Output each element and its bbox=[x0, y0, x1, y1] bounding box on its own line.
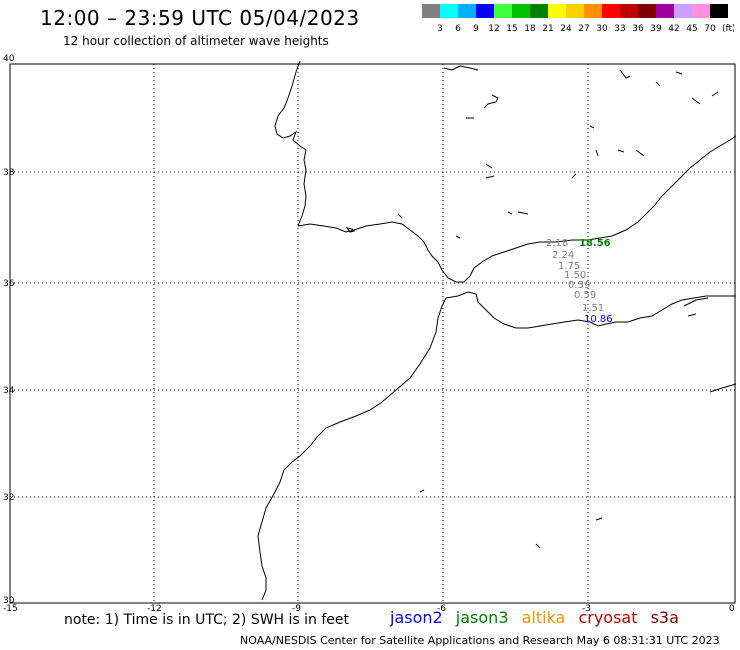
legend-altika: altika bbox=[521, 608, 566, 627]
color-scale-swatch bbox=[674, 4, 692, 18]
wave-height-value: 1.75 bbox=[558, 261, 580, 272]
color-scale-swatch bbox=[458, 4, 476, 18]
color-scale-swatch bbox=[440, 4, 458, 18]
wave-height-value: 1.51 bbox=[582, 303, 604, 314]
wave-height-value: 18.56 bbox=[579, 238, 611, 249]
color-scale-label: 21 bbox=[542, 24, 553, 34]
x-tick-label: -3 bbox=[582, 604, 591, 614]
color-scale-swatch bbox=[656, 4, 674, 18]
wave-height-value: 2.24 bbox=[552, 250, 574, 261]
credit-line: NOAA/NESDIS Center for Satellite Applica… bbox=[240, 634, 720, 647]
color-scale-label: 12 bbox=[488, 24, 499, 34]
x-tick-label: -15 bbox=[3, 604, 18, 614]
map-grid bbox=[10, 64, 735, 603]
y-tick-label: 32 bbox=[3, 493, 14, 503]
map-frame bbox=[9, 63, 736, 604]
color-scale-label: 33 bbox=[614, 24, 625, 34]
y-tick-label: 40 bbox=[3, 54, 15, 64]
color-scale-swatch bbox=[530, 4, 548, 18]
color-scale-label: 45 bbox=[686, 24, 697, 34]
x-tick-label: -6 bbox=[437, 604, 446, 614]
color-scale-swatch bbox=[584, 4, 602, 18]
color-scale-swatch bbox=[566, 4, 584, 18]
color-scale-label: 39 bbox=[650, 24, 662, 34]
wave-height-observations: 2.18 18.56 2.24 1.75 1.50 0.59 0.59 1.51… bbox=[546, 238, 613, 325]
color-scale-swatch bbox=[602, 4, 620, 18]
wave-height-value: 0.59 bbox=[568, 280, 590, 291]
x-tick-labels: -15 -12 -9 -6 -3 0 bbox=[3, 604, 735, 614]
color-scale-label: 15 bbox=[506, 24, 517, 34]
legend-s3a: s3a bbox=[650, 608, 679, 627]
legend-jason3: jason3 bbox=[455, 608, 509, 627]
color-scale-label: 9 bbox=[473, 24, 479, 34]
color-scale-swatch bbox=[692, 4, 710, 18]
wave-height-value: 2.18 bbox=[546, 238, 568, 249]
color-scale-unit: (ft) bbox=[722, 24, 734, 34]
color-scale-swatch bbox=[620, 4, 638, 18]
map-subtitle: 12 hour collection of altimeter wave hei… bbox=[63, 34, 329, 48]
color-scale-label: 27 bbox=[578, 24, 589, 34]
y-tick-label: 38 bbox=[3, 168, 15, 178]
y-tick-labels: 40 38 36 34 32 30 bbox=[3, 54, 15, 606]
color-scale-swatch bbox=[512, 4, 530, 18]
color-scale-swatch bbox=[548, 4, 566, 18]
wave-height-value: 1.50 bbox=[564, 270, 586, 281]
color-scale-label: 30 bbox=[596, 24, 608, 34]
color-scale-swatch bbox=[710, 4, 728, 18]
color-scale-swatch bbox=[476, 4, 494, 18]
wave-height-value: 0.59 bbox=[574, 290, 596, 301]
y-tick-label: 36 bbox=[3, 279, 15, 289]
color-scale-swatch bbox=[638, 4, 656, 18]
color-scale-label: 3 bbox=[437, 24, 443, 34]
x-tick-label: -12 bbox=[147, 604, 162, 614]
y-tick-label: 34 bbox=[3, 386, 15, 396]
y-tick-label: 30 bbox=[3, 596, 15, 606]
color-scale-swatch bbox=[422, 4, 440, 18]
color-scale-label: 6 bbox=[455, 24, 461, 34]
wave-height-value: 10.86 bbox=[584, 314, 613, 325]
color-scale-label: 70 bbox=[704, 24, 716, 34]
color-scale-label: 18 bbox=[524, 24, 536, 34]
map-title: 12:00 – 23:59 UTC 05/04/2023 bbox=[40, 6, 360, 30]
x-tick-label: -9 bbox=[292, 604, 301, 614]
satellite-legend: jason2 jason3 altika cryosat s3a bbox=[390, 608, 687, 627]
color-scale-label: 24 bbox=[560, 24, 572, 34]
color-scale-swatch bbox=[494, 4, 512, 18]
color-scale-label: 42 bbox=[668, 24, 679, 34]
x-tick-label: 0 bbox=[729, 604, 735, 614]
color-scale-label: 36 bbox=[632, 24, 644, 34]
legend-cryosat: cryosat bbox=[578, 608, 638, 627]
legend-jason2: jason2 bbox=[390, 608, 443, 627]
coastline bbox=[257, 60, 737, 601]
footer-note: note: 1) Time is in UTC; 2) SWH is in fe… bbox=[64, 612, 350, 628]
